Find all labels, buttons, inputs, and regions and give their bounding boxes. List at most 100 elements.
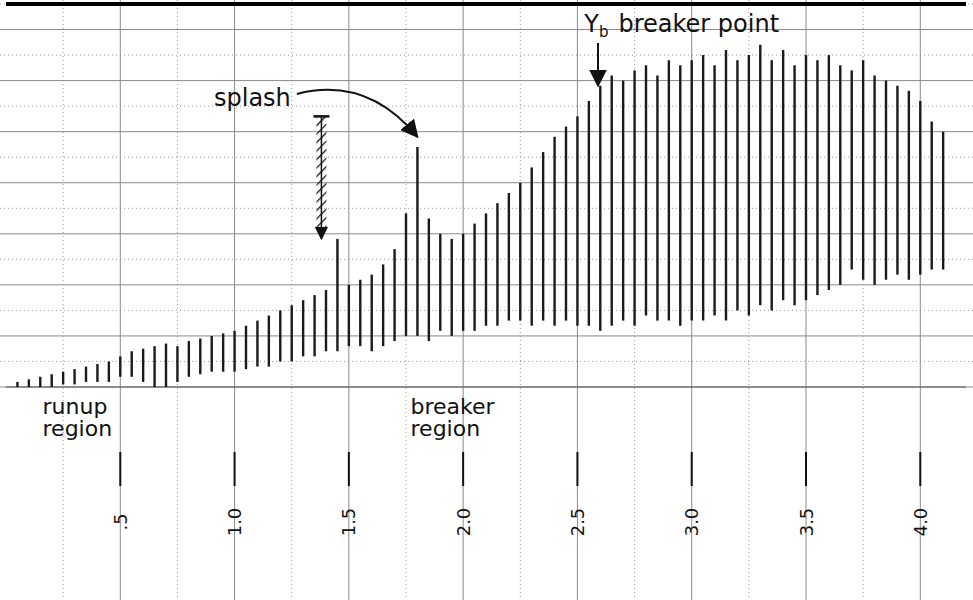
- wave-range: [599, 86, 601, 331]
- wave-range: [725, 50, 727, 321]
- wave-range: [393, 249, 395, 341]
- grid-line-y: [0, 335, 973, 336]
- x-tick: [462, 452, 464, 486]
- wave-range: [462, 234, 464, 331]
- x-tick: [348, 452, 350, 486]
- annotation-subscript: b: [599, 23, 609, 41]
- annotation: splash: [214, 84, 291, 112]
- x-tick-label: 4.0: [910, 508, 931, 537]
- grid-line-y: [0, 29, 973, 30]
- wave-range: [39, 377, 41, 387]
- grid-minor-y: [0, 55, 973, 56]
- wave-range: [691, 60, 693, 320]
- wave-range: [736, 60, 738, 310]
- wave-range: [313, 295, 315, 356]
- wave-range: [256, 321, 258, 367]
- wave-range: [473, 224, 475, 331]
- wave-range: [85, 367, 87, 382]
- grid-minor-x: [177, 0, 178, 600]
- x-tick-label: 1.0: [224, 508, 245, 537]
- wave-range: [176, 346, 178, 382]
- wave-range: [622, 81, 624, 321]
- wave-range: [611, 75, 613, 325]
- wave-range: [451, 239, 453, 336]
- grid-minor-x: [748, 0, 749, 600]
- grid-minor-x: [863, 0, 864, 600]
- grid-minor-y: [0, 106, 973, 107]
- x-tick: [576, 452, 578, 486]
- wave-range: [508, 193, 510, 321]
- wave-range: [359, 280, 361, 346]
- hatched-arrow: [321, 116, 323, 239]
- wave-range: [62, 372, 64, 385]
- annotation-arrow: [297, 90, 418, 137]
- wave-range: [268, 316, 270, 367]
- wave-range: [759, 45, 761, 305]
- wave-range: [371, 275, 373, 352]
- wave-range: [131, 351, 133, 377]
- x-tick: [691, 452, 693, 486]
- grid-line-y: [0, 387, 973, 388]
- grid-line-y: [0, 182, 973, 183]
- wave-range: [142, 349, 144, 382]
- wave-range: [382, 264, 384, 346]
- wave-range: [793, 65, 795, 305]
- wave-range: [748, 55, 750, 315]
- x-tick-label: 3.5: [796, 508, 817, 537]
- wave-range: [885, 81, 887, 280]
- x-tick-label: 3.0: [681, 508, 702, 537]
- x-tick: [919, 452, 921, 486]
- grid-line-y: [0, 80, 973, 81]
- region-label-line: region: [411, 416, 481, 441]
- wave-range: [405, 213, 407, 336]
- wave-range: [153, 346, 155, 387]
- grid-minor-y: [0, 157, 973, 158]
- wave-range: [668, 60, 670, 320]
- wave-range: [782, 50, 784, 300]
- wave-range: [565, 127, 567, 321]
- grid-line-x: [120, 0, 121, 600]
- grid-minor-x: [291, 0, 292, 600]
- wave-range: [188, 341, 190, 377]
- wave-range: [336, 239, 338, 351]
- wave-range: [908, 91, 910, 280]
- annotation-symbol: Y: [583, 10, 599, 38]
- wave-range: [96, 364, 98, 382]
- grid: [0, 0, 973, 600]
- wave-range: [531, 167, 533, 325]
- grid-minor-x: [634, 0, 635, 600]
- wave-range: [51, 374, 53, 387]
- wave-range: [931, 121, 933, 269]
- wave-range: [222, 333, 224, 371]
- grid-minor-x: [520, 0, 521, 600]
- wave-range: [645, 65, 647, 315]
- data: [17, 45, 943, 387]
- wave-range: [679, 65, 681, 325]
- frame-bottom: [6, 387, 966, 388]
- wave-range: [348, 285, 350, 346]
- wave-range: [805, 55, 807, 300]
- x-tick-label: 1.5: [338, 508, 359, 537]
- wave-range: [839, 65, 841, 285]
- wave-range: [416, 147, 418, 336]
- annotation-text: breaker point: [618, 10, 779, 38]
- wave-range: [702, 55, 704, 321]
- wave-range: [428, 218, 430, 341]
- wave-range: [28, 379, 30, 387]
- wave-range: [542, 152, 544, 321]
- wave-range: [199, 338, 201, 374]
- region-label: breakerregion: [411, 394, 496, 441]
- wave-range: [73, 369, 75, 384]
- wave-range: [485, 213, 487, 325]
- wave-range: [496, 203, 498, 326]
- frame-top: [6, 2, 966, 6]
- grid-minor-y: [0, 4, 973, 5]
- wave-range: [656, 75, 658, 320]
- wave-range: [325, 290, 327, 351]
- wave-range: [896, 86, 898, 275]
- wave-range: [633, 70, 635, 325]
- wave-range: [816, 60, 818, 295]
- wave-range: [851, 70, 853, 269]
- x-tick-label: 2.0: [453, 508, 474, 537]
- wave-range: [576, 116, 578, 325]
